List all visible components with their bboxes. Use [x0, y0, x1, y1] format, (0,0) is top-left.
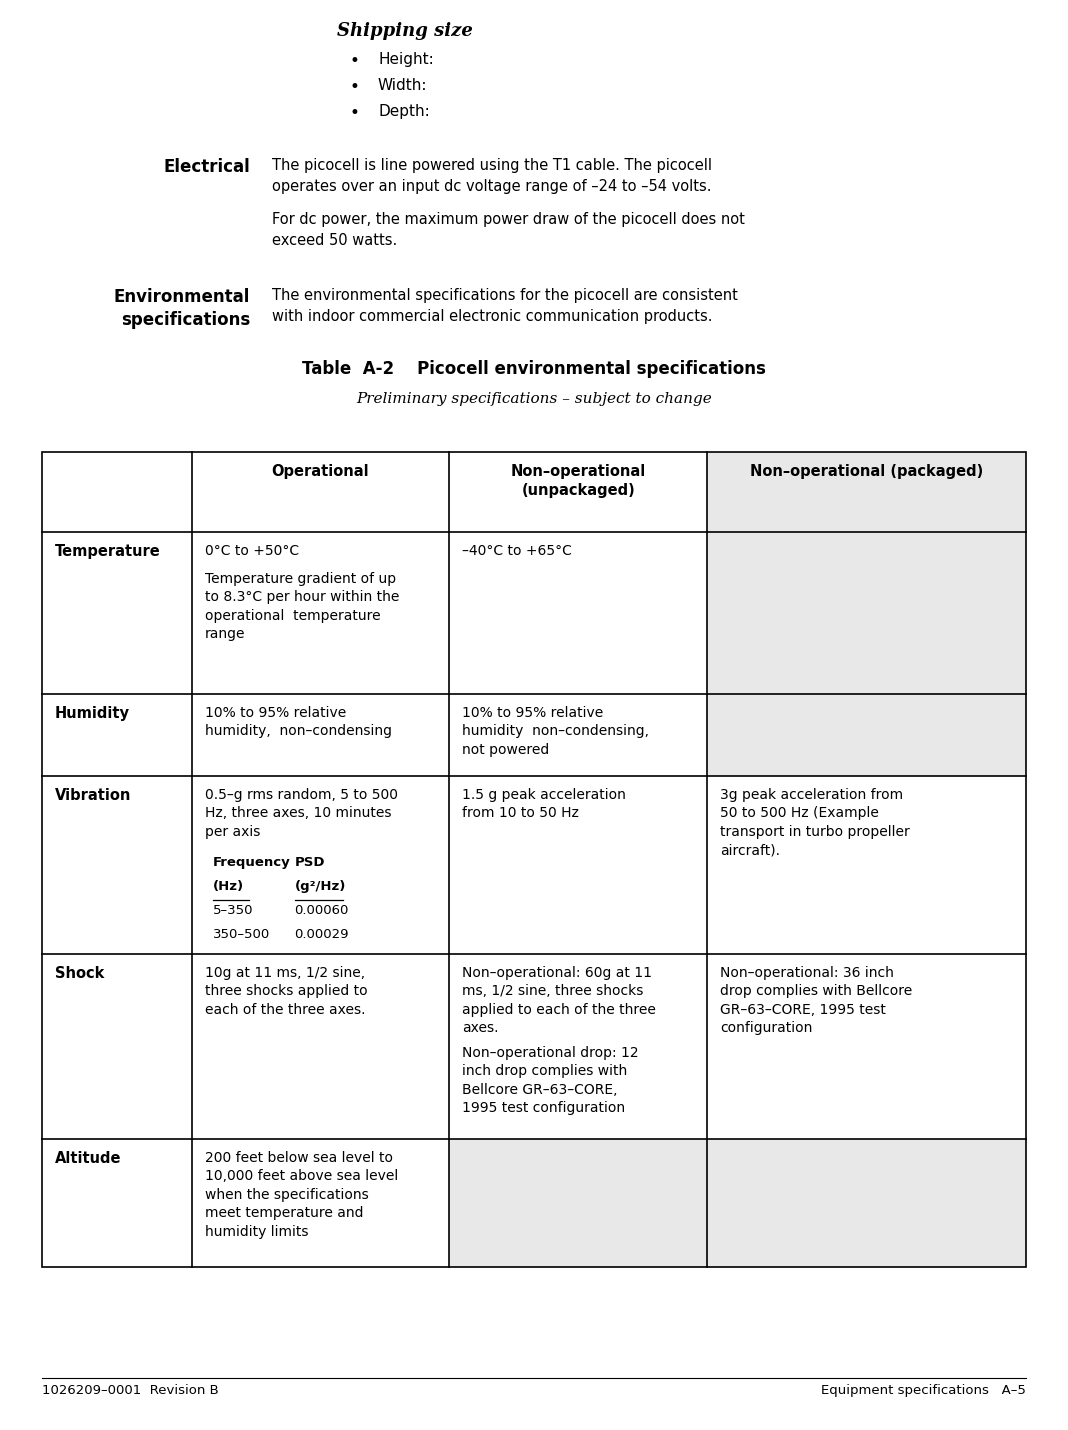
Text: 3g peak acceleration from
50 to 500 Hz (Example
transport in turbo propeller
air: 3g peak acceleration from 50 to 500 Hz (…: [720, 788, 910, 857]
Text: Environmental
specifications: Environmental specifications: [113, 287, 250, 329]
Text: Humidity: Humidity: [54, 706, 130, 721]
Text: Equipment specifications   A–5: Equipment specifications A–5: [821, 1384, 1026, 1397]
Bar: [42, 452, 1026, 1267]
Text: Vibration: Vibration: [54, 788, 131, 804]
Text: Table  A-2    Picocell environmental specifications: Table A-2 Picocell environmental specifi…: [302, 360, 766, 378]
Text: 0.00029: 0.00029: [295, 928, 349, 941]
Text: Frequency: Frequency: [213, 857, 290, 869]
Text: 0.00060: 0.00060: [295, 904, 349, 917]
Text: PSD: PSD: [295, 857, 325, 869]
Text: Depth:: Depth:: [378, 104, 429, 119]
Text: For dc power, the maximum power draw of the picocell does not
exceed 50 watts.: For dc power, the maximum power draw of …: [272, 212, 744, 247]
Bar: [707, 1140, 1026, 1267]
Text: 200 feet below sea level to
10,000 feet above sea level
when the specifications
: 200 feet below sea level to 10,000 feet …: [205, 1151, 397, 1238]
Text: The environmental specifications for the picocell are consistent
with indoor com: The environmental specifications for the…: [272, 287, 738, 325]
Text: 1.5 g peak acceleration
from 10 to 50 Hz: 1.5 g peak acceleration from 10 to 50 Hz: [462, 788, 626, 821]
Text: •: •: [350, 51, 360, 70]
Text: 10g at 11 ms, 1/2 sine,
three shocks applied to
each of the three axes.: 10g at 11 ms, 1/2 sine, three shocks app…: [205, 967, 367, 1017]
Text: Altitude: Altitude: [54, 1151, 122, 1165]
Text: 5–350: 5–350: [213, 904, 253, 917]
Text: •: •: [350, 104, 360, 122]
Text: Width:: Width:: [378, 79, 427, 93]
Text: Shipping size: Shipping size: [337, 21, 473, 40]
Text: (Hz): (Hz): [213, 879, 244, 892]
Text: Height:: Height:: [378, 51, 434, 67]
Bar: [707, 694, 1026, 776]
Text: 350–500: 350–500: [213, 928, 270, 941]
Text: 1026209–0001  Revision B: 1026209–0001 Revision B: [42, 1384, 219, 1397]
Text: The picocell is line powered using the T1 cable. The picocell
operates over an i: The picocell is line powered using the T…: [272, 157, 712, 194]
Text: Non–operational (packaged): Non–operational (packaged): [750, 463, 984, 479]
Text: 0.5–g rms random, 5 to 500
Hz, three axes, 10 minutes
per axis: 0.5–g rms random, 5 to 500 Hz, three axe…: [205, 788, 397, 839]
Text: Operational: Operational: [271, 463, 370, 479]
Text: 0°C to +50°C: 0°C to +50°C: [205, 543, 299, 558]
Text: Non–operational: 60g at 11
ms, 1/2 sine, three shocks
applied to each of the thr: Non–operational: 60g at 11 ms, 1/2 sine,…: [462, 967, 656, 1035]
Bar: [450, 1140, 707, 1267]
Text: 10% to 95% relative
humidity,  non–condensing: 10% to 95% relative humidity, non–conden…: [205, 706, 392, 738]
Bar: [707, 532, 1026, 694]
Text: (g²/Hz): (g²/Hz): [295, 879, 346, 892]
Text: –40°C to +65°C: –40°C to +65°C: [462, 543, 572, 558]
Text: Non–operational drop: 12
inch drop complies with
Bellcore GR–63–CORE,
1995 test : Non–operational drop: 12 inch drop compl…: [462, 1045, 639, 1115]
Text: •: •: [350, 79, 360, 96]
Text: Non–operational
(unpackaged): Non–operational (unpackaged): [511, 463, 646, 498]
Text: Shock: Shock: [54, 967, 105, 981]
Bar: [707, 452, 1026, 532]
Text: Temperature gradient of up
to 8.3°C per hour within the
operational  temperature: Temperature gradient of up to 8.3°C per …: [205, 572, 399, 641]
Text: Electrical: Electrical: [163, 157, 250, 176]
Text: Non–operational: 36 inch
drop complies with Bellcore
GR–63–CORE, 1995 test
confi: Non–operational: 36 inch drop complies w…: [720, 967, 912, 1035]
Text: Temperature: Temperature: [54, 543, 161, 559]
Text: 10% to 95% relative
humidity  non–condensing,
not powered: 10% to 95% relative humidity non–condens…: [462, 706, 649, 756]
Text: Preliminary specifications – subject to change: Preliminary specifications – subject to …: [356, 392, 712, 406]
